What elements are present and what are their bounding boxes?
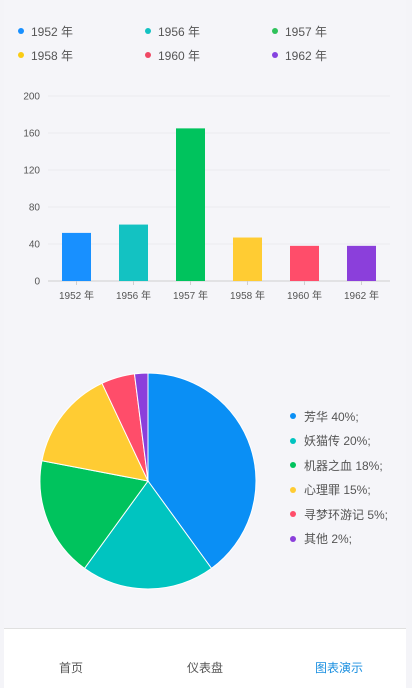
pie-chart-legend: 芳华 40%; 妖猫传 20%; 机器之血 18%; 心理罪 15%; 寻梦环游…: [290, 404, 388, 551]
pie-legend-item[interactable]: 其他 2%;: [290, 527, 388, 552]
pie-legend-label: 心理罪 15%;: [304, 483, 371, 498]
charts-canvas: 0 40 80 120 160 200 1952 年 1956 年 1957 年 1958 年 19…: [23, 92, 390, 590]
legend-label: 1960 年: [158, 48, 201, 63]
legend-dot-1958: [18, 52, 24, 58]
pie-legend-item[interactable]: 芳华 40%;: [290, 404, 388, 429]
pie-legend-item[interactable]: 妖猫传 20%;: [290, 429, 388, 454]
tab-label: 仪表盘: [186, 661, 223, 675]
tab-chart-demo[interactable]: 图表演示: [272, 629, 406, 688]
pie-legend-dot: [290, 535, 296, 542]
legend-label: 1958 年: [31, 48, 74, 63]
legend-item-1957[interactable]: 1957 年: [272, 22, 398, 40]
y-tick-label: 80: [29, 203, 41, 214]
x-tick-label: 1957 年: [173, 289, 208, 302]
bar-4: [290, 245, 319, 281]
pie-slice-0: [147, 372, 257, 570]
legend-dot-1956: [145, 28, 151, 34]
legend-label: 1956 年: [158, 24, 201, 39]
y-tick-label: 160: [23, 129, 40, 140]
bar-1: [119, 224, 148, 281]
pie-legend-dot: [290, 437, 296, 444]
pie-legend-dot: [290, 511, 296, 518]
bottom-tab-bar: 首页 仪表盘 图表演示: [4, 628, 406, 688]
x-tick-label: 1958 年: [230, 289, 265, 302]
pie-legend-item[interactable]: 心理罪 15%;: [290, 478, 388, 503]
bar-3: [233, 237, 262, 281]
legend-item-1952[interactable]: 1952 年: [18, 22, 145, 40]
legend-dot-1952: [18, 28, 24, 34]
tab-home[interactable]: 首页: [4, 629, 138, 688]
tab-dashboard[interactable]: 仪表盘: [138, 629, 272, 688]
x-tick-label: 1952 年: [59, 289, 94, 302]
y-tick-label: 0: [34, 277, 40, 288]
pie-legend-dot: [290, 413, 296, 420]
bar-0: [62, 232, 91, 281]
tab-label: 首页: [58, 661, 83, 675]
x-tick-label: 1956 年: [116, 289, 151, 302]
y-tick-label: 40: [29, 240, 41, 251]
pie-legend-item[interactable]: 寻梦环游记 5%;: [290, 502, 388, 527]
tab-label: 图表演示: [314, 661, 363, 675]
pie-legend-label: 寻梦环游记 5%;: [304, 507, 389, 522]
pie-slice-1: [83, 480, 213, 590]
pie-slice-2: [39, 460, 149, 570]
legend-dot-1957: [272, 28, 278, 34]
x-tick-label: 1960 年: [287, 289, 322, 302]
legend-item-1960[interactable]: 1960 年: [145, 46, 272, 64]
legend-item-1956[interactable]: 1956 年: [145, 22, 272, 40]
pie-slice-3: [41, 382, 149, 482]
y-tick-label: 200: [23, 92, 40, 103]
legend-label: 1962 年: [285, 48, 328, 63]
legend-label: 1957 年: [285, 24, 328, 39]
legend-label: 1952 年: [31, 24, 74, 39]
pie-legend-dot: [290, 486, 296, 493]
pie-legend-label: 芳华 40%;: [304, 409, 359, 424]
pie-legend-label: 机器之血 18%;: [304, 458, 383, 473]
legend-dot-1962: [272, 52, 278, 58]
bar-5: [347, 245, 376, 281]
bar-2: [176, 128, 205, 281]
pie-slice-5: [133, 372, 149, 482]
bar-chart-legend: 1952 年 1956 年 1957 年 1958 年 1960 年 1962 …: [18, 22, 398, 64]
pie-legend-label: 其他 2%;: [304, 532, 353, 547]
y-tick-label: 120: [23, 166, 40, 177]
pie-legend-dot: [290, 462, 296, 469]
legend-item-1958[interactable]: 1958 年: [18, 46, 145, 64]
pie-legend-label: 妖猫传 20%;: [304, 434, 371, 449]
legend-dot-1960: [145, 52, 151, 58]
legend-item-1962[interactable]: 1962 年: [272, 46, 398, 64]
pie-legend-item[interactable]: 机器之血 18%;: [290, 453, 388, 478]
x-tick-label: 1962 年: [344, 289, 379, 302]
